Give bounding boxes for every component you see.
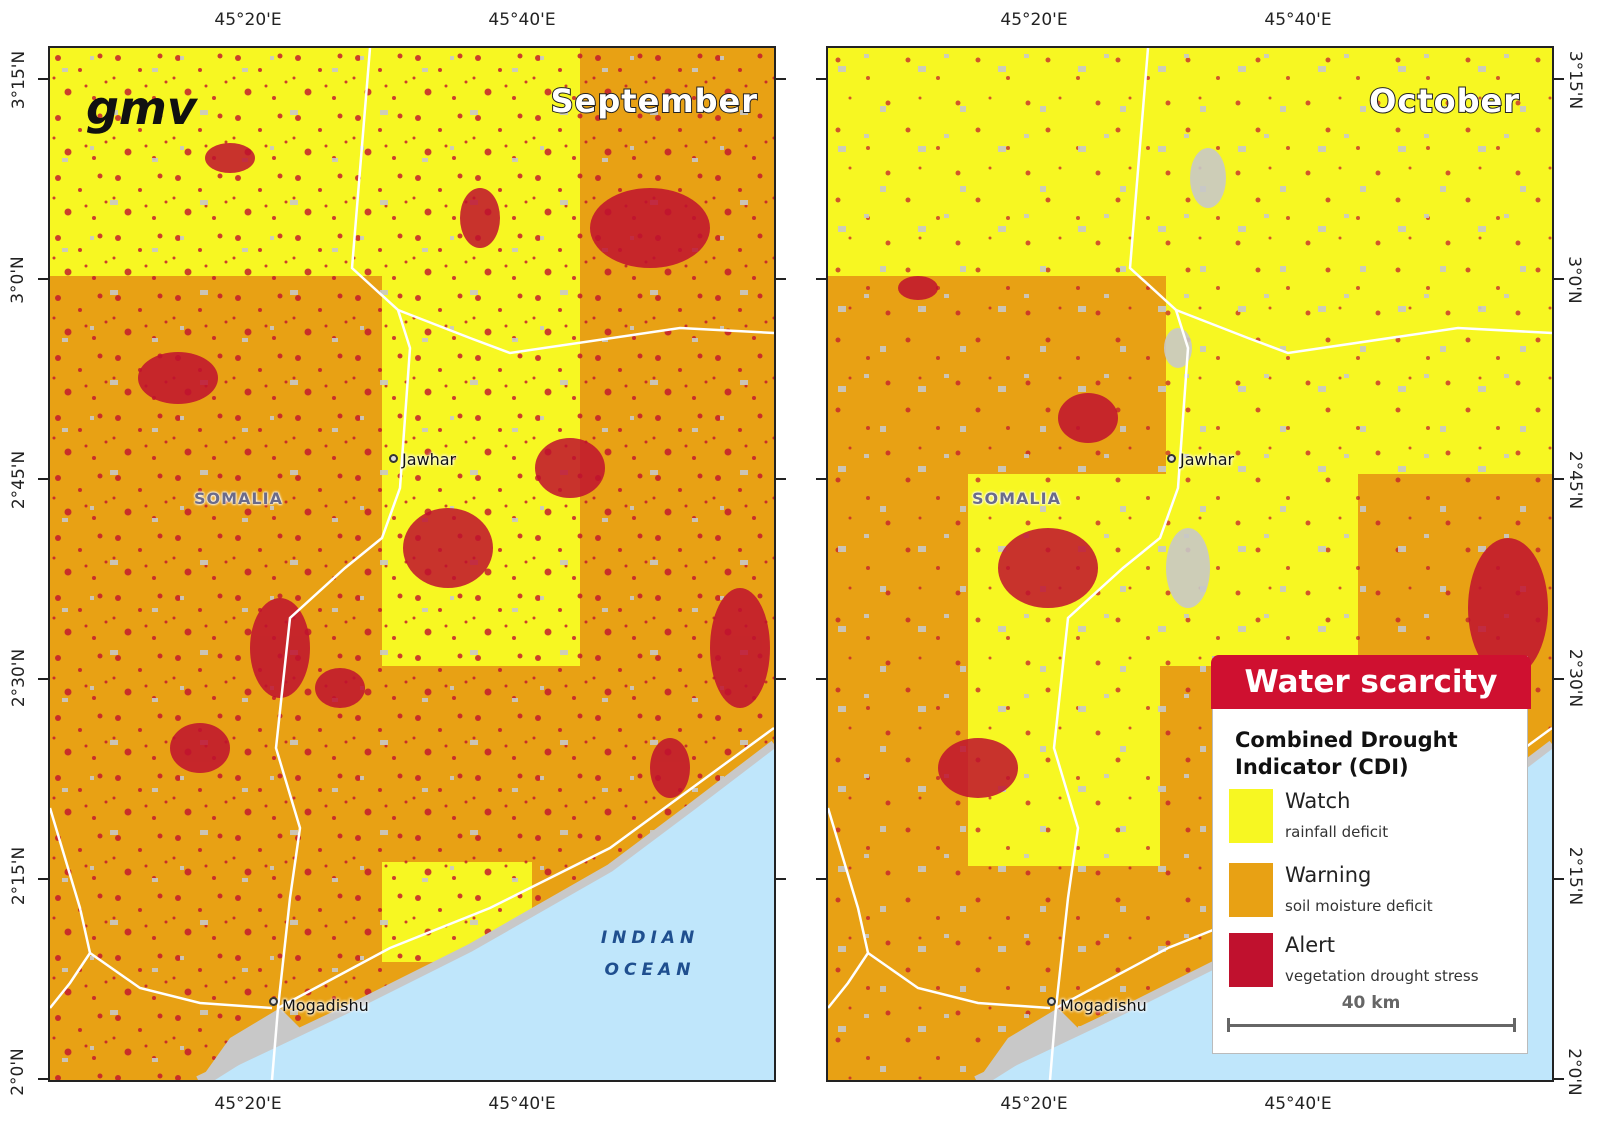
lat-label-left: 2°15'N xyxy=(9,846,30,906)
map-september-canvas xyxy=(50,48,774,1080)
tick xyxy=(1554,478,1564,480)
tick xyxy=(776,878,786,880)
ocean-label-line2: OCEAN xyxy=(604,960,696,980)
legend-sublabel-warning: soil moisture deficit xyxy=(1285,897,1433,915)
lon-label-bottom: 45°40'E xyxy=(488,1094,556,1114)
lon-label-bottom: 45°40'E xyxy=(1264,1094,1332,1114)
tick xyxy=(38,478,48,480)
mogadishu-marker xyxy=(269,997,278,1006)
tick xyxy=(816,78,826,80)
tick xyxy=(1554,1078,1564,1080)
tick xyxy=(38,278,48,280)
legend-sublabel-watch: rainfall deficit xyxy=(1285,823,1389,841)
tick xyxy=(816,878,826,880)
urban-area xyxy=(200,1008,300,1080)
map-title: September xyxy=(550,81,758,121)
lon-label-bottom: 45°20'E xyxy=(214,1094,282,1114)
lat-label-left: 2°30'N xyxy=(9,648,30,708)
place-label-jawhar: Jawhar xyxy=(1180,450,1235,469)
tick xyxy=(1554,278,1564,280)
ocean-label-line1: INDIAN xyxy=(600,928,700,948)
tick xyxy=(776,78,786,80)
lon-label-top: 45°40'E xyxy=(1264,10,1332,30)
scale-bar-tick xyxy=(1227,1018,1230,1032)
legend-swatch-alert xyxy=(1229,933,1273,987)
place-label-mogadishu: Mogadishu xyxy=(1060,996,1147,1015)
urban-area xyxy=(978,1008,1078,1080)
map-title: October xyxy=(1368,81,1520,121)
tick xyxy=(816,678,826,680)
tick xyxy=(1554,878,1564,880)
lat-label-right: 2°45'N xyxy=(1565,450,1586,510)
legend-header: Water scarcity xyxy=(1211,655,1531,709)
coast-urban xyxy=(196,740,774,1080)
country-label: SOMALIA xyxy=(194,489,283,508)
legend-title-line2: Indicator (CDI) xyxy=(1235,755,1409,779)
tick xyxy=(1554,78,1564,80)
tick xyxy=(816,478,826,480)
jawhar-marker xyxy=(389,454,398,463)
gmv-logo: gmv xyxy=(86,82,199,135)
alert-clusters xyxy=(138,143,770,798)
place-label-jawhar: Jawhar xyxy=(402,450,457,469)
lat-label-right: 3°0'N xyxy=(1563,256,1584,304)
legend-swatch-warning xyxy=(1229,863,1273,917)
ocean xyxy=(198,744,774,1080)
place-label-mogadishu: Mogadishu xyxy=(282,996,369,1015)
tick xyxy=(1554,678,1564,680)
tick xyxy=(816,278,826,280)
tick xyxy=(776,478,786,480)
jawhar-marker xyxy=(1167,454,1176,463)
lat-label-right: 2°0'N xyxy=(1563,1048,1584,1096)
lat-label-right: 2°15'N xyxy=(1565,846,1586,906)
tick xyxy=(776,278,786,280)
scale-bar-label: 40 km xyxy=(1341,993,1401,1013)
tick xyxy=(776,678,786,680)
tick xyxy=(38,1078,48,1080)
lat-label-left: 2°0'N xyxy=(7,1048,28,1096)
lat-label-right: 2°30'N xyxy=(1565,648,1586,708)
tick xyxy=(38,678,48,680)
legend-title-line1: Combined Drought xyxy=(1235,728,1458,752)
scale-bar-tick xyxy=(1513,1018,1516,1032)
map-september: September gmv Jawhar Mogadishu SOMALIA I… xyxy=(48,46,776,1082)
lon-label-bottom: 45°20'E xyxy=(1000,1094,1068,1114)
lon-label-top: 45°40'E xyxy=(488,10,556,30)
lon-label-top: 45°20'E xyxy=(214,10,282,30)
legend-title: Combined Drought Indicator (CDI) xyxy=(1235,727,1458,781)
lon-label-top: 45°20'E xyxy=(1000,10,1068,30)
tick xyxy=(38,878,48,880)
lat-label-right: 3°15'N xyxy=(1565,50,1586,110)
tick xyxy=(38,78,48,80)
legend-swatch-watch xyxy=(1229,789,1273,843)
legend-label-alert: Alert xyxy=(1285,933,1335,957)
gmv-logo-text: gmv xyxy=(86,82,199,135)
ocean-label: INDIAN OCEAN xyxy=(590,922,710,986)
lat-label-left: 2°45'N xyxy=(9,450,30,510)
lat-label-left: 3°15'N xyxy=(9,50,30,110)
legend: Water scarcity Combined Drought Indicato… xyxy=(1211,655,1531,1054)
legend-sublabel-alert: vegetation drought stress xyxy=(1285,967,1479,985)
mogadishu-marker xyxy=(1047,997,1056,1006)
roads xyxy=(50,48,774,1080)
lat-label-left: 3°0'N xyxy=(7,256,28,304)
scale-bar xyxy=(1229,1024,1515,1027)
legend-label-warning: Warning xyxy=(1285,863,1372,887)
legend-label-watch: Watch xyxy=(1285,789,1351,813)
alert-clusters xyxy=(898,276,1548,798)
country-label: SOMALIA xyxy=(972,489,1061,508)
